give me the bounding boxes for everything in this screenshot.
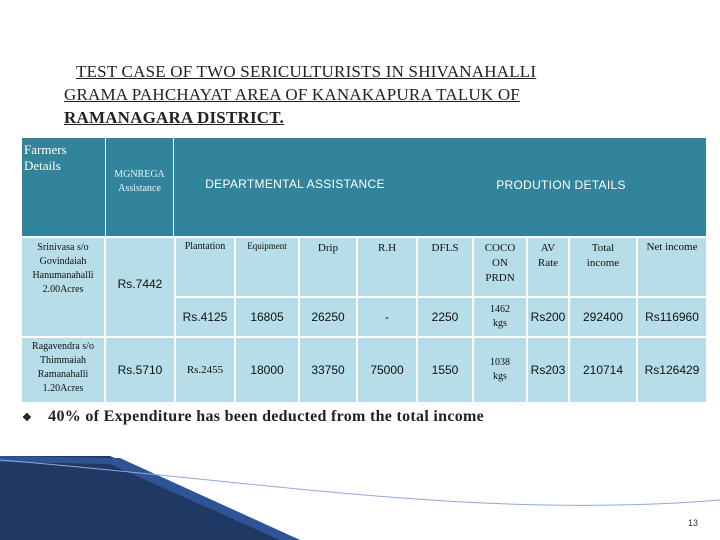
farmer-1-net-income-value: Rs116960	[645, 310, 699, 324]
title-line-2: GRAMA PAHCHAYAT AREA OF KANAKAPURA TALUK…	[64, 85, 520, 104]
farmer-2-total-income-value: 210714	[582, 363, 624, 377]
col-equipment: Equipment	[236, 238, 298, 296]
farmers-details-label: Farmers Details	[24, 142, 67, 173]
farmer-2-mgnrega: Rs.5710	[106, 338, 174, 402]
col-drip: Drip	[300, 238, 356, 296]
farmer-2-equipment-value: 18000	[250, 363, 284, 377]
production-header: PRODUTION DETAILS	[416, 138, 706, 236]
farmer-2-details: Ragavendra s/o Thimmaiah Ramanahalli 1.2…	[22, 338, 104, 402]
farmer-2-total-income: 210714	[570, 338, 636, 402]
farmer-2-drip: 33750	[300, 338, 356, 402]
swoosh-mid	[0, 456, 300, 540]
mgnrega-label: MGNREGA Assistance	[114, 169, 165, 194]
col-av-rate: AV Rate	[528, 238, 568, 296]
col-plantation-label: Plantation	[184, 241, 226, 252]
title-line-3: RAMANAGARA DISTRICT.	[64, 108, 284, 127]
farmer-2-av-rate: Rs203	[528, 338, 568, 402]
departmental-header: DEPARTMENTAL ASSISTANCE	[174, 138, 416, 236]
col-net-income-label: Net income	[646, 241, 698, 253]
farmer-1-equipment-value: 16805	[250, 310, 284, 324]
farmer-2-drip-value: 33750	[311, 363, 345, 377]
farmer-2-av-rate-value: Rs203	[530, 363, 566, 377]
farmer-1-mgnrega-value: Rs.7442	[117, 277, 163, 291]
col-av-rate-label: AV Rate	[537, 242, 559, 269]
farmer-2-coco: 1038 kgs	[474, 338, 526, 402]
bullet-icon: ❖	[22, 411, 33, 424]
col-total-income-label: Total income	[586, 242, 620, 269]
farmer-1-drip-value: 26250	[311, 310, 345, 324]
farmer-2-rh-value: 75000	[370, 363, 404, 377]
col-coco: COCO ON PRDN	[474, 238, 526, 296]
slide-title: TEST CASE OF TWO SERICULTURISTS IN SHIVA…	[64, 60, 674, 129]
farmer-1-drip: 26250	[300, 298, 356, 336]
farmer-2-name: Ragavendra s/o Thimmaiah Ramanahalli 1.2…	[32, 341, 94, 394]
farmer-1-coco-value: 1462 kgs	[490, 304, 510, 329]
expenditure-note-text: 40% of Expenditure has been deducted fro…	[48, 408, 485, 425]
title-line-1: TEST CASE OF TWO SERICULTURISTS IN SHIVA…	[76, 62, 537, 81]
col-drip-label: Drip	[317, 242, 339, 254]
departmental-label: DEPARTMENTAL ASSISTANCE	[205, 177, 385, 191]
farmer-2-dfls: 1550	[418, 338, 472, 402]
farmer-2-dfls-value: 1550	[431, 363, 459, 377]
farmer-1-plantation: Rs.4125	[176, 298, 234, 336]
col-net-income: Net income	[638, 238, 706, 296]
farmer-2-mgnrega-value: Rs.5710	[117, 363, 163, 377]
col-dfls: DFLS	[418, 238, 472, 296]
farmer-1-mgnrega: Rs.7442	[106, 238, 174, 336]
farmer-1-equipment: 16805	[236, 298, 298, 336]
farmer-2-plantation-value: Rs.2455	[186, 364, 224, 376]
swoosh-dark	[0, 456, 300, 540]
farmer-1-rh-value: -	[385, 310, 389, 324]
farmer-2-coco-value: 1038 kgs	[490, 357, 510, 382]
col-rh-label: R.H	[377, 242, 397, 254]
page-number: 13	[688, 518, 699, 528]
farmer-1-coco: 1462 kgs	[474, 298, 526, 336]
col-rh: R.H	[358, 238, 416, 296]
farmer-1-total-income: 292400	[570, 298, 636, 336]
farmers-details-header: Farmers Details	[22, 138, 106, 236]
farmer-2-net-income: Rs126429	[638, 338, 706, 402]
farmer-1-plantation-value: Rs.4125	[182, 310, 228, 324]
farmer-1-av-rate: Rs200	[528, 298, 568, 336]
swoosh-line	[0, 459, 720, 506]
col-total-income: Total income	[570, 238, 636, 296]
col-plantation: Plantation	[176, 238, 234, 296]
farmer-1-name: Srinivasa s/o Govindaiah Hanumanahalli 2…	[32, 242, 94, 295]
production-label: PRODUTION DETAILS	[496, 178, 626, 192]
expenditure-note: ❖ 40% of Expenditure has been deducted fr…	[22, 408, 484, 426]
farmer-2-equipment: 18000	[236, 338, 298, 402]
farmer-1-dfls: 2250	[418, 298, 472, 336]
farmer-1-dfls-value: 2250	[431, 310, 459, 324]
farmer-2-plantation: Rs.2455	[176, 338, 234, 402]
decorative-swoosh	[0, 456, 720, 540]
col-dfls-label: DFLS	[431, 242, 459, 254]
farmer-2-net-income-value: Rs126429	[644, 363, 700, 377]
mgnrega-header: MGNREGA Assistance	[106, 138, 174, 236]
farmer-1-details: Srinivasa s/o Govindaiah Hanumanahalli 2…	[22, 238, 104, 336]
col-coco-label: COCO ON PRDN	[484, 242, 516, 284]
farmer-1-net-income: Rs116960	[638, 298, 706, 336]
farmer-1-total-income-value: 292400	[582, 310, 624, 324]
farmer-1-av-rate-value: Rs200	[530, 310, 566, 324]
farmer-2-rh: 75000	[358, 338, 416, 402]
col-equipment-label: Equipment	[247, 241, 287, 251]
farmer-1-rh: -	[358, 298, 416, 336]
